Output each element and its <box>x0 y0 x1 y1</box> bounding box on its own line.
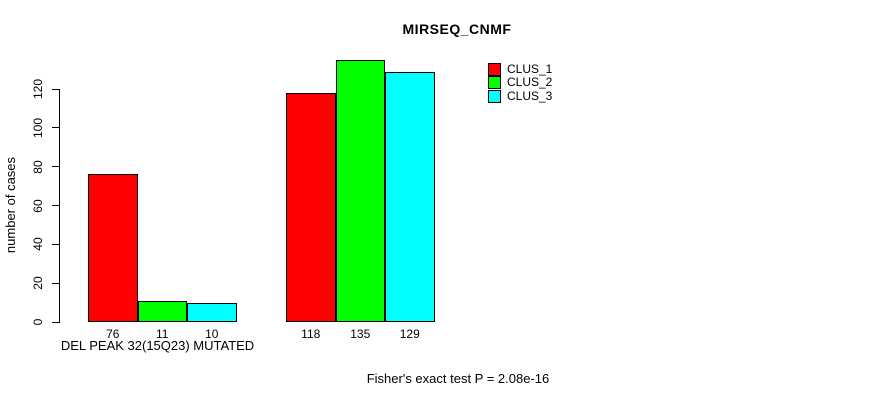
bar-value-label: 10 <box>205 327 219 341</box>
bar-value-label: 135 <box>350 327 371 341</box>
y-tick-mark <box>52 282 59 284</box>
y-tick-mark <box>52 166 59 168</box>
legend-label: CLUS_3 <box>507 88 553 103</box>
y-tick-mark <box>52 243 59 245</box>
legend: CLUS_1 CLUS_2 CLUS_3 <box>488 63 552 103</box>
y-tick-label: 20 <box>31 276 45 290</box>
y-axis-line <box>59 89 60 323</box>
legend-label: CLUS_1 <box>507 62 553 77</box>
legend-swatch-clus_2 <box>488 76 501 90</box>
bar-value-label: 11 <box>156 327 169 341</box>
legend-swatch-clus_1 <box>488 63 501 77</box>
y-axis-label: number of cases <box>3 156 18 254</box>
bar-clus_3-group1 <box>187 302 237 322</box>
bar-clus_1-group2 <box>286 92 336 322</box>
y-tick-label: 0 <box>31 318 45 326</box>
bar-value-label: 118 <box>301 327 321 341</box>
y-tick-mark <box>52 321 59 323</box>
bar-clus_2-group2 <box>335 59 385 322</box>
footnote-text: Fisher's exact test P = 2.08e-16 <box>366 371 550 386</box>
y-tick-label: 100 <box>31 117 45 138</box>
y-tick-label: 40 <box>31 237 45 252</box>
legend-item-clus_1: CLUS_1 <box>488 62 553 77</box>
x-axis-group-label: DEL PEAK 32(15Q23) MUTATED <box>60 338 255 353</box>
legend-item-clus_3: CLUS_3 <box>488 88 553 103</box>
y-tick-mark <box>52 127 59 129</box>
y-tick-mark <box>52 88 59 90</box>
y-tick-mark <box>52 205 59 206</box>
bar-clus_2-group1 <box>137 300 187 322</box>
y-tick-label: 80 <box>31 159 45 174</box>
y-tick-label: 60 <box>31 198 45 213</box>
bar-clus_1-group1 <box>88 174 138 322</box>
legend-label: CLUS_2 <box>507 75 553 90</box>
legend-item-clus_2: CLUS_2 <box>488 75 553 90</box>
chart-title: MIRSEQ_CNMF <box>402 21 512 37</box>
y-tick-label: 120 <box>31 78 45 100</box>
bar-clus_3-group2 <box>385 71 435 322</box>
bar-value-label: 76 <box>106 327 120 341</box>
legend-swatch-clus_3 <box>488 89 501 103</box>
bar-value-label: 129 <box>399 327 420 341</box>
